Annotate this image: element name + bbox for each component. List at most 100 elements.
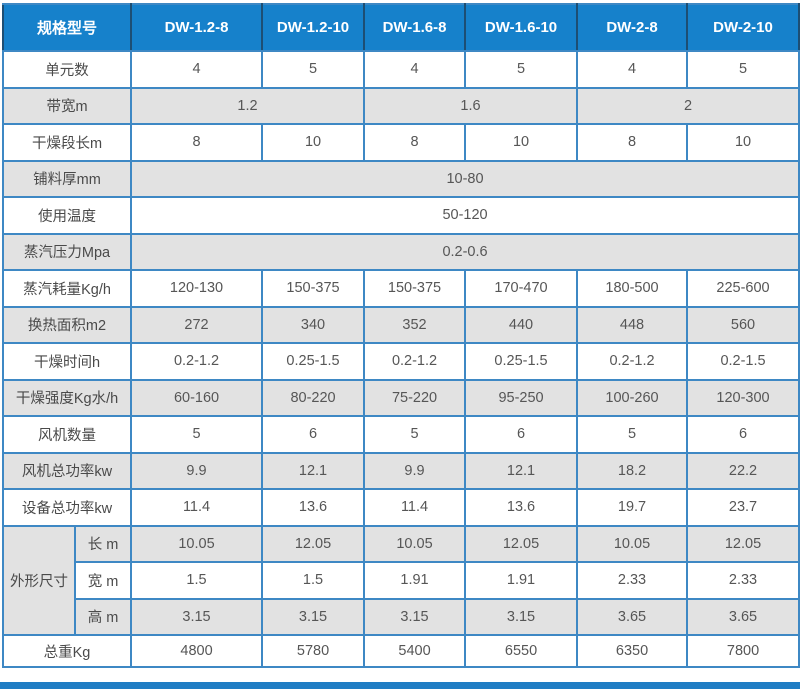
cell-value: 170-470 [464,269,579,308]
cell-value: 4 [576,50,689,89]
cell-value: 8 [363,123,467,162]
row-heat-exchange-area: 换热面积m2 272 340 352 440 448 560 [1,305,800,344]
cell-value: 12.1 [464,451,579,490]
cell-value: 560 [686,305,800,344]
row-fan-total-power: 风机总功率kw 9.9 12.1 9.9 12.1 18.2 22.2 [1,451,800,490]
row-steam-consumption: 蒸汽耗量Kg/h 120-130 150-375 150-375 170-470… [1,269,800,308]
cell-value: 1.2 [130,86,366,125]
row-label: 单元数 [1,50,133,89]
cell-value: 3.15 [130,597,264,636]
header-dw-1-6-8: DW-1.6-8 [363,3,467,52]
row-drying-time: 干燥时间h 0.2-1.2 0.25-1.5 0.2-1.2 0.25-1.5 … [1,342,800,381]
row-dimensions-length: 外形尺寸 长 m 10.05 12.05 10.05 12.05 10.05 1… [2,524,800,636]
cell-value: 150-375 [363,269,467,308]
row-dimensions-width: 宽 m 1.5 1.5 1.91 1.91 2.33 2.33 [3,561,800,600]
header-dw-1-2-10: DW-1.2-10 [261,3,366,52]
cell-value: 10 [261,123,366,162]
row-label: 换热面积m2 [1,305,133,344]
header-dw-2-10: DW-2-10 [686,3,800,52]
row-sublabel: 宽 m [73,561,133,600]
spec-table: 规格型号 DW-1.2-8 DW-1.2-10 DW-1.6-8 DW-1.6-… [1,3,800,668]
cell-value: 0.2-1.2 [130,342,264,381]
cell-value: 0.25-1.5 [261,342,366,381]
header-row: 规格型号 DW-1.2-8 DW-1.2-10 DW-1.6-8 DW-1.6-… [1,3,800,52]
cell-value: 3.65 [686,597,800,636]
cell-value: 1.5 [261,561,366,600]
cell-value: 13.6 [261,488,366,527]
row-material-thickness: 铺料厚mm 10-80 [1,159,800,198]
cell-value: 440 [464,305,579,344]
spec-table-wrap: 规格型号 DW-1.2-8 DW-1.2-10 DW-1.6-8 DW-1.6-… [1,3,800,668]
row-drying-section-length: 干燥段长m 8 10 8 10 8 10 [1,123,800,162]
cell-value: 340 [261,305,366,344]
cell-value: 95-250 [464,378,579,417]
cell-value: 11.4 [130,488,264,527]
cell-value: 8 [130,123,264,162]
cell-value: 5400 [363,634,467,668]
row-steam-pressure: 蒸汽压力Mpa 0.2-0.6 [1,232,800,271]
row-fan-count: 风机数量 5 6 5 6 5 6 [1,415,800,454]
cell-value: 10.05 [363,524,467,563]
cell-value: 11.4 [363,488,467,527]
cell-value: 3.15 [261,597,366,636]
row-belt-width: 带宽m 1.2 1.6 2 [1,86,800,125]
dimensions-group-label: 外形尺寸 [2,524,76,636]
cell-value: 2.33 [576,561,689,600]
cell-value: 0.2-0.6 [130,232,800,271]
cell-value: 9.9 [130,451,264,490]
cell-value: 0.2-1.2 [576,342,689,381]
cell-value: 100-260 [576,378,689,417]
row-label: 风机总功率kw [1,451,133,490]
row-total-weight: 总重Kg 4800 5780 5400 6550 6350 7800 [1,634,800,668]
cell-value: 120-130 [130,269,264,308]
cell-value: 3.15 [464,597,579,636]
cell-value: 10-80 [130,159,800,198]
cell-value: 50-120 [130,196,800,235]
cell-value: 10.05 [130,524,264,563]
cell-value: 5 [130,415,264,454]
cell-value: 5780 [261,634,366,668]
cell-value: 150-375 [261,269,366,308]
row-label: 蒸汽压力Mpa [1,232,133,271]
cell-value: 5 [464,50,579,89]
cell-value: 1.5 [130,561,264,600]
cell-value: 448 [576,305,689,344]
cell-value: 60-160 [130,378,264,417]
row-label: 带宽m [1,86,133,125]
cell-value: 352 [363,305,467,344]
cell-value: 5 [576,415,689,454]
row-label: 干燥时间h [1,342,133,381]
cell-value: 0.25-1.5 [464,342,579,381]
cell-value: 2.33 [686,561,800,600]
cell-value: 2 [576,86,800,125]
cell-value: 10 [686,123,800,162]
cell-value: 10.05 [576,524,689,563]
cell-value: 225-600 [686,269,800,308]
row-label: 干燥强度Kg水/h [1,378,133,417]
row-operating-temperature: 使用温度 50-120 [1,196,800,235]
row-dimensions-height: 高 m 3.15 3.15 3.15 3.15 3.65 3.65 [3,597,800,636]
cell-value: 9.9 [363,451,467,490]
cell-value: 75-220 [363,378,467,417]
cell-value: 10 [464,123,579,162]
cell-value: 4 [363,50,467,89]
cell-value: 0.2-1.2 [363,342,467,381]
row-label: 总重Kg [1,634,133,668]
cell-value: 18.2 [576,451,689,490]
row-label: 蒸汽耗量Kg/h [1,269,133,308]
cell-value: 6 [686,415,800,454]
row-label: 风机数量 [1,415,133,454]
cell-value: 19.7 [576,488,689,527]
cell-value: 1.91 [363,561,467,600]
cell-value: 7800 [686,634,800,668]
cell-value: 6 [261,415,366,454]
cell-value: 13.6 [464,488,579,527]
cell-value: 6550 [464,634,579,668]
cell-value: 5 [363,415,467,454]
header-spec-model: 规格型号 [1,3,133,52]
row-drying-intensity: 干燥强度Kg水/h 60-160 80-220 75-220 95-250 10… [1,378,800,417]
cell-value: 23.7 [686,488,800,527]
cell-value: 4800 [130,634,264,668]
cell-value: 180-500 [576,269,689,308]
